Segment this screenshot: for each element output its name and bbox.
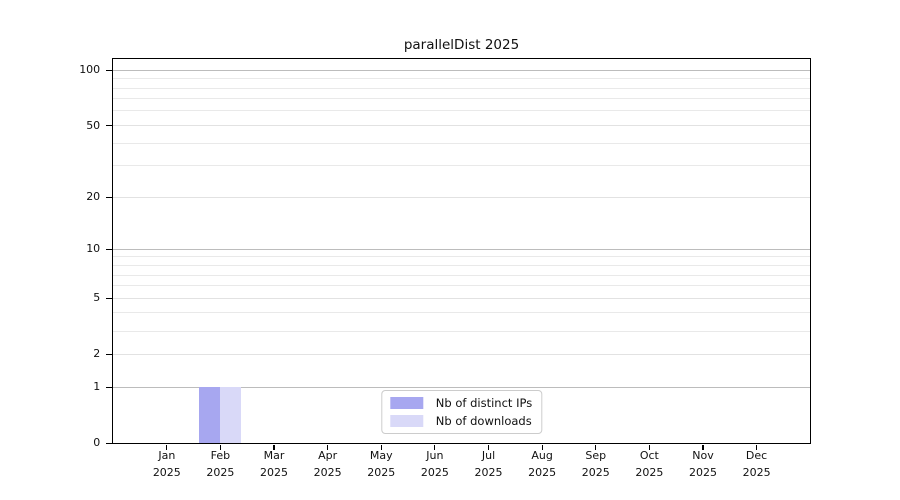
x-tick-mark [702,444,704,450]
x-tick-label-aug: Aug 2025 [528,449,557,480]
y-tick-mark [106,124,113,127]
gridline-minor [113,110,810,112]
x-tick-mark [434,444,436,450]
y-tick-label: 100 [79,63,101,77]
plot-draw-layer [113,59,810,443]
gridline-decade [113,248,810,250]
gridline-major [113,353,810,355]
gridline-minor [113,330,810,332]
bar-nb-of-distinct-ips-feb [199,387,221,443]
legend-item-downloads: Nb of downloads [389,414,532,428]
bar-nb-of-downloads-feb [220,387,242,443]
x-tick-mark [487,444,490,450]
legend-swatch-distinct-ips [389,397,423,409]
x-tick-label-may: May 2025 [367,449,396,480]
y-tick-label: 20 [86,190,101,204]
chart-title: parallelDist 2025 [403,37,520,53]
x-tick-mark [595,444,597,450]
gridline-minor [113,165,810,167]
y-tick-label: 10 [86,242,101,256]
y-tick-label: 2 [93,347,101,361]
x-tick-label-jan: Jan 2025 [152,449,181,480]
x-tick-mark [166,444,168,450]
gridline-minor [113,87,810,89]
gridline-minor [113,265,810,266]
x-tick-mark [273,444,275,450]
y-tick-label: 1 [93,380,101,394]
x-tick-mark [541,444,543,450]
y-tick-mark [106,386,113,388]
gridline-major [113,124,810,126]
y-tick-label: 5 [93,291,101,305]
gridline-minor [113,142,810,144]
gridline-minor [113,78,810,80]
legend-swatch-downloads [389,415,423,427]
legend-label-downloads: Nb of downloads [435,414,532,428]
y-tick-mark [106,297,113,300]
x-tick-label-jun: Jun 2025 [420,449,449,480]
x-tick-mark [327,444,329,450]
x-tick-label-dec: Dec 2025 [742,449,771,480]
plot-area: Nb of distinct IPs Nb of downloads [112,58,811,444]
x-tick-mark [648,444,650,450]
x-tick-label-feb: Feb 2025 [206,449,235,480]
x-tick-label-apr: Apr 2025 [313,449,342,480]
gridline-minor [113,312,810,314]
y-tick-mark [106,248,113,251]
gridline-decade [113,69,810,71]
gridline-major [113,297,810,299]
x-tick-mark [219,444,222,450]
x-tick-label-mar: Mar 2025 [260,449,289,480]
y-tick-mark [106,353,113,356]
gridline-decade [113,386,810,388]
y-tick-mark [106,196,113,198]
y-tick-mark [106,442,113,444]
gridline-major [113,196,810,198]
x-tick-label-oct: Oct 2025 [635,449,664,480]
legend: Nb of distinct IPs Nb of downloads [380,390,543,434]
gridline-minor [113,285,810,287]
y-tick-label: 50 [86,118,101,132]
legend-label-distinct-ips: Nb of distinct IPs [435,396,533,410]
x-tick-label-jul: Jul 2025 [474,449,503,480]
x-tick-label-nov: Nov 2025 [688,449,717,480]
x-tick-label-sep: Sep 2025 [581,449,610,480]
gridline-minor [113,274,810,276]
x-tick-mark [380,444,382,450]
legend-item-distinct-ips: Nb of distinct IPs [389,396,533,410]
y-tick-label: 0 [93,436,101,450]
y-tick-mark [106,69,113,71]
x-tick-mark [755,444,758,450]
gridline-minor [113,256,810,258]
gridline-minor [113,98,810,100]
